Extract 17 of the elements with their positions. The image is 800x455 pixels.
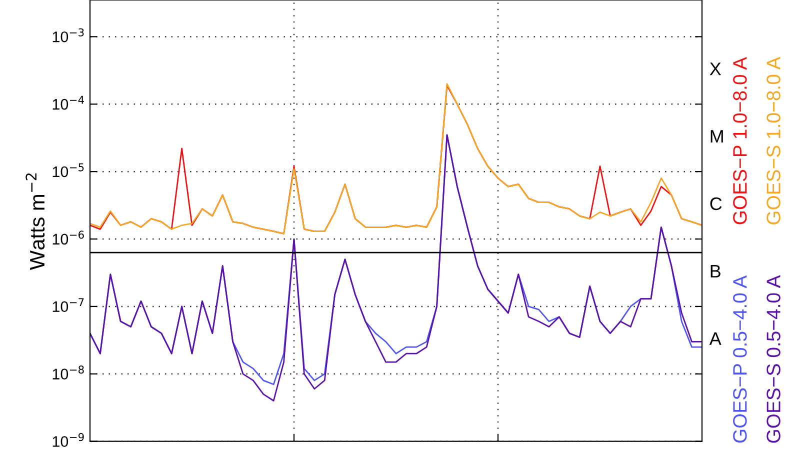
y-tick-label: 10$^{−9}$	[52, 432, 84, 447]
text: GOES−P 0.5−4.0 A	[733, 275, 747, 443]
y-tick-label: 10$^{−5}$	[52, 163, 84, 178]
y-tick-label: 10$^{−4}$	[52, 96, 84, 110]
text: X	[710, 62, 722, 76]
y-tick-label: 10$^{−8}$	[52, 366, 84, 380]
text: M	[710, 130, 723, 143]
text: B	[710, 264, 720, 278]
text: GOES−S 0.5−4.0 A	[766, 275, 780, 443]
y-tick-label: 10$^{−7}$	[52, 298, 84, 312]
text: A	[709, 332, 722, 345]
y-tick-label: 10$^{−3}$	[52, 28, 84, 42]
y-tick-label: 10$^{−6}$	[52, 230, 84, 245]
y-axis-title: Watts m$^{−2}$	[26, 173, 45, 270]
text: GOES−S 1.0−8.0 A	[766, 56, 780, 224]
text: GOES−P 1.0−8.0 A	[733, 56, 747, 224]
text: C	[710, 197, 722, 210]
